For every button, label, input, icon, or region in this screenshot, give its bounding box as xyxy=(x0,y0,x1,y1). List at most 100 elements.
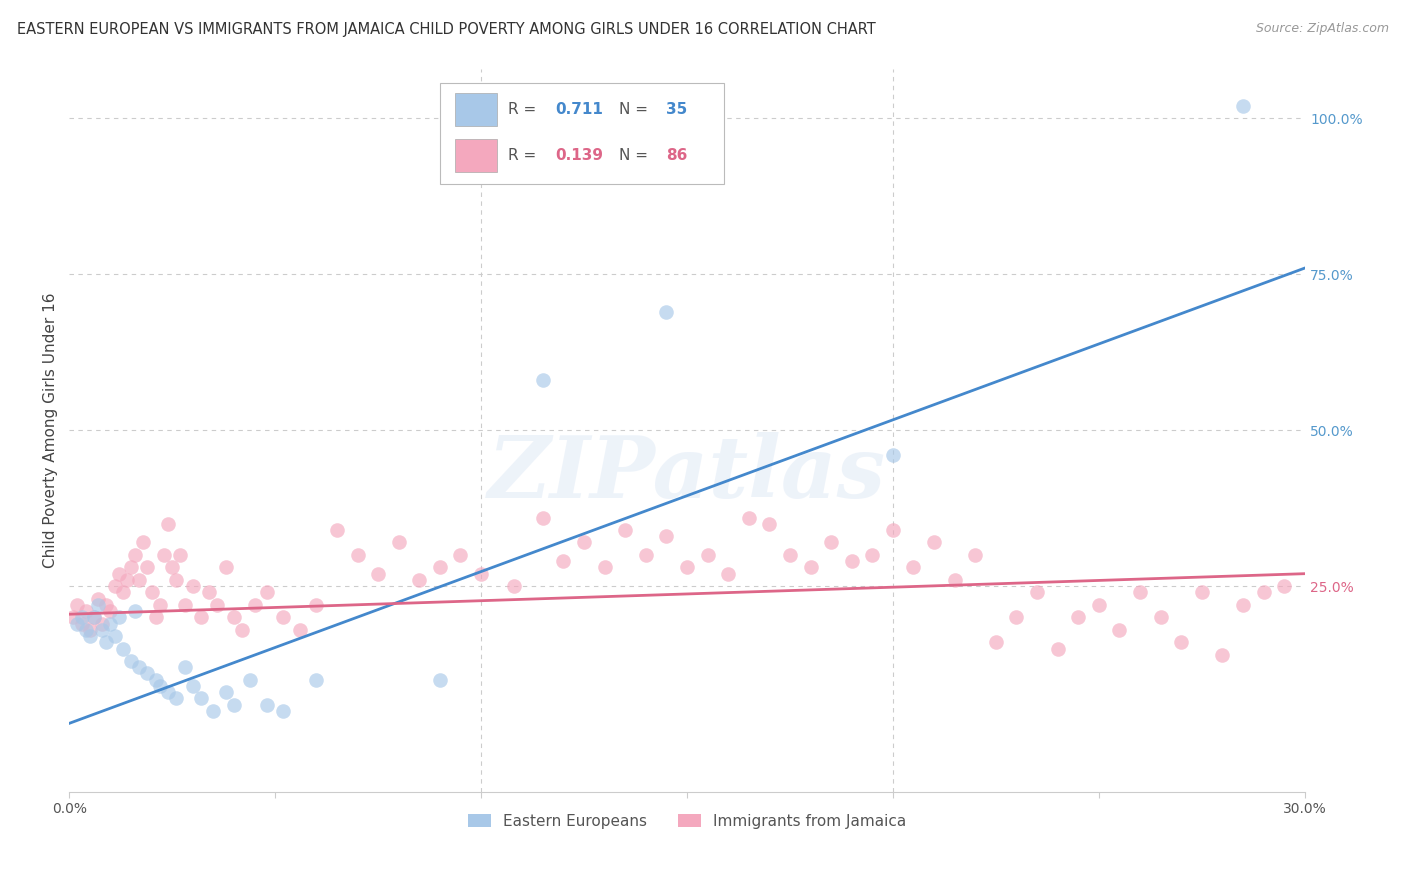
Point xyxy=(273,610,295,624)
Legend: Eastern Europeans, Immigrants from Jamaica: Eastern Europeans, Immigrants from Jamai… xyxy=(461,807,912,835)
Point xyxy=(882,523,904,537)
Point xyxy=(79,623,101,637)
Point xyxy=(128,573,150,587)
FancyBboxPatch shape xyxy=(454,93,496,127)
Point xyxy=(553,554,575,568)
Point xyxy=(903,560,925,574)
Point xyxy=(115,573,138,587)
Point xyxy=(326,523,349,537)
Point xyxy=(239,673,262,687)
Point xyxy=(111,641,134,656)
Point xyxy=(107,566,129,581)
Point xyxy=(1129,585,1152,599)
Point xyxy=(157,516,180,531)
Text: R =: R = xyxy=(508,148,541,163)
Text: EASTERN EUROPEAN VS IMMIGRANTS FROM JAMAICA CHILD POVERTY AMONG GIRLS UNDER 16 C: EASTERN EUROPEAN VS IMMIGRANTS FROM JAMA… xyxy=(17,22,876,37)
Point xyxy=(305,598,328,612)
Point xyxy=(256,585,278,599)
Point xyxy=(1232,99,1254,113)
Point xyxy=(207,598,229,612)
Point xyxy=(83,610,105,624)
Point xyxy=(1005,610,1028,624)
Point xyxy=(634,548,657,562)
Point xyxy=(882,448,904,462)
Point xyxy=(408,573,430,587)
Point xyxy=(96,598,118,612)
Point xyxy=(503,579,526,593)
Point xyxy=(696,548,718,562)
Y-axis label: Child Poverty Among Girls Under 16: Child Poverty Among Girls Under 16 xyxy=(44,293,58,568)
Point xyxy=(111,585,134,599)
Text: 0.139: 0.139 xyxy=(555,148,603,163)
Point xyxy=(593,560,616,574)
Point xyxy=(655,304,678,318)
Point xyxy=(449,548,471,562)
Text: Source: ZipAtlas.com: Source: ZipAtlas.com xyxy=(1256,22,1389,36)
Point xyxy=(820,535,842,549)
Point xyxy=(83,610,105,624)
Point xyxy=(1067,610,1090,624)
Point xyxy=(1272,579,1295,593)
FancyBboxPatch shape xyxy=(454,138,496,172)
Point xyxy=(120,654,142,668)
Point xyxy=(1087,598,1109,612)
Point xyxy=(1232,598,1254,612)
Point xyxy=(66,616,89,631)
Point xyxy=(132,535,155,549)
Point xyxy=(120,560,142,574)
Point xyxy=(70,616,93,631)
Point xyxy=(860,548,883,562)
Point xyxy=(215,685,238,699)
Point xyxy=(70,610,93,624)
Point xyxy=(943,573,966,587)
Point xyxy=(367,566,389,581)
Point xyxy=(1046,641,1069,656)
Point xyxy=(149,598,172,612)
Text: 35: 35 xyxy=(666,103,688,117)
Point xyxy=(305,673,328,687)
Point xyxy=(136,666,159,681)
Point xyxy=(531,373,554,387)
Point xyxy=(75,604,97,618)
Point xyxy=(470,566,492,581)
Point xyxy=(965,548,987,562)
Point xyxy=(124,604,146,618)
Point xyxy=(103,579,125,593)
Point xyxy=(100,604,122,618)
Point xyxy=(190,691,212,706)
Point xyxy=(1108,623,1130,637)
FancyBboxPatch shape xyxy=(440,83,724,185)
Point xyxy=(165,691,187,706)
Point xyxy=(738,510,761,524)
Point xyxy=(222,610,245,624)
Text: 0.711: 0.711 xyxy=(555,103,603,117)
Text: N =: N = xyxy=(619,148,652,163)
Point xyxy=(388,535,411,549)
Point xyxy=(215,560,238,574)
Point xyxy=(91,616,114,631)
Point xyxy=(243,598,266,612)
Point xyxy=(62,610,84,624)
Point xyxy=(173,660,195,674)
Point xyxy=(87,591,110,606)
Point xyxy=(1211,648,1233,662)
Point xyxy=(655,529,678,543)
Point xyxy=(128,660,150,674)
Point xyxy=(676,560,699,574)
Point xyxy=(103,629,125,643)
Point xyxy=(273,704,295,718)
Point xyxy=(222,698,245,712)
Point xyxy=(799,560,821,574)
Point xyxy=(96,635,118,649)
Point xyxy=(779,548,801,562)
Point xyxy=(153,548,176,562)
Point xyxy=(181,579,204,593)
Point xyxy=(100,616,122,631)
Point xyxy=(231,623,253,637)
Point xyxy=(157,685,180,699)
Text: N =: N = xyxy=(619,103,652,117)
Point xyxy=(190,610,212,624)
Point xyxy=(91,623,114,637)
Point xyxy=(66,598,89,612)
Point xyxy=(717,566,740,581)
